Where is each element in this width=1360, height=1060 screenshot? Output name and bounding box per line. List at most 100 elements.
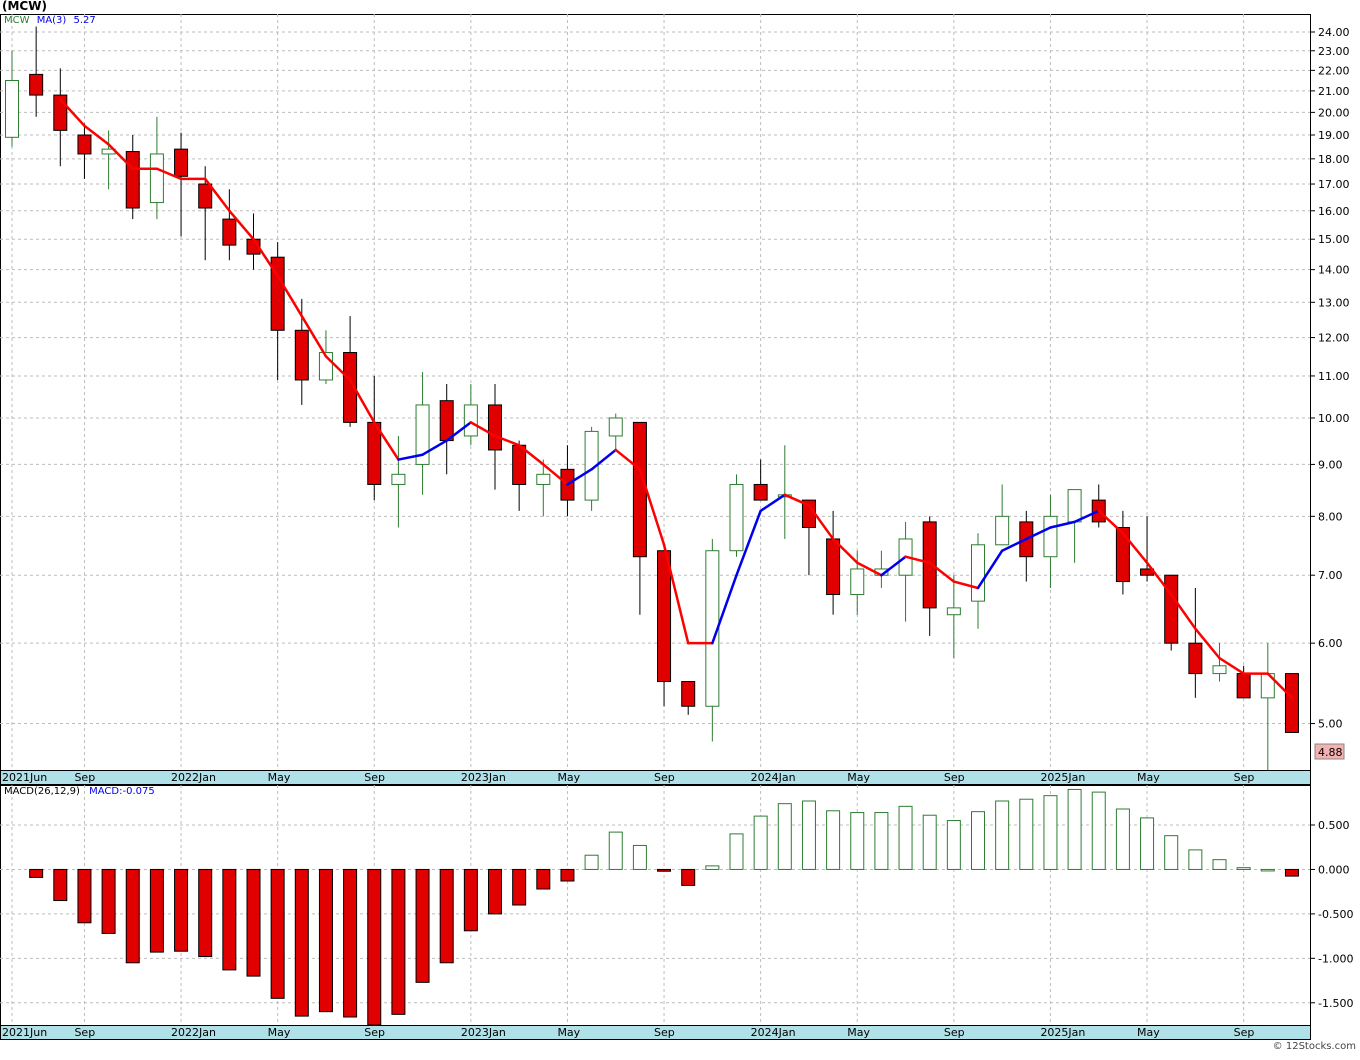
- candle-body: [463, 404, 478, 437]
- ma-segment: [638, 468, 666, 547]
- macd-bar: [1067, 788, 1082, 870]
- macd-bar: [463, 868, 478, 932]
- price-x-label: Sep: [364, 771, 385, 784]
- macd-x-label: Sep: [1234, 1026, 1255, 1039]
- price-y-tick-label: 13.00: [1318, 296, 1350, 309]
- ma-segment: [1145, 561, 1173, 596]
- macd-bar: [101, 868, 116, 934]
- macd-panel: [0, 785, 1311, 1026]
- macd-x-label: 2021Jun: [2, 1026, 47, 1039]
- ma-segment: [1266, 672, 1294, 700]
- macd-bar: [608, 831, 623, 870]
- ma-segment: [783, 493, 811, 507]
- macd-x-label: Sep: [654, 1026, 675, 1039]
- macd-x-label: May: [847, 1026, 870, 1039]
- macd-bar: [1140, 817, 1155, 870]
- ma-segment: [252, 237, 279, 278]
- macd-bar: [270, 868, 285, 999]
- ma-segment: [614, 448, 642, 471]
- legend-ma-value: 5.27: [73, 15, 96, 26]
- price-y-tick-label: 12.00: [1318, 332, 1350, 345]
- candle-body: [971, 544, 985, 602]
- candle-body: [294, 329, 309, 381]
- price-y-tick-label: 15.00: [1318, 233, 1350, 246]
- macd-x-label: 2022Jan: [171, 1026, 216, 1039]
- ma-segment: [1194, 627, 1221, 660]
- candle-body: [367, 421, 382, 485]
- ma-segment: [1073, 509, 1100, 524]
- ma-segment: [976, 549, 1004, 590]
- macd-x-label: 2025Jan: [1040, 1026, 1085, 1039]
- candle-body: [1067, 489, 1082, 523]
- candle-body: [488, 404, 502, 451]
- macd-bar: [367, 868, 382, 1026]
- candle-body: [5, 79, 19, 138]
- ma-segment: [83, 124, 110, 146]
- ma-segment: [711, 573, 738, 645]
- candle-body: [608, 417, 623, 437]
- price-y-tick-label: 7.00: [1318, 569, 1343, 582]
- ma-segment: [493, 434, 521, 447]
- macd-bar: [777, 803, 792, 870]
- macd-bar: [560, 868, 575, 882]
- macd-bar: [1091, 791, 1106, 870]
- ma-segment: [517, 443, 545, 466]
- ma-segment: [348, 378, 376, 424]
- macd-bar: [174, 868, 189, 952]
- macd-bar: [1043, 795, 1058, 870]
- price-x-label: 2022Jan: [171, 771, 216, 784]
- ma-segment: [856, 561, 883, 577]
- macd-bar: [77, 868, 92, 924]
- price-x-label: Sep: [944, 771, 965, 784]
- ma-segment: [59, 98, 86, 128]
- ma-segment: [904, 555, 931, 565]
- macd-bar: [1260, 868, 1275, 872]
- candle-body: [1188, 642, 1203, 675]
- ma-segment: [542, 463, 569, 486]
- macd-x-label: Sep: [944, 1026, 965, 1039]
- macd-x-label: 2024Jan: [751, 1026, 796, 1039]
- price-x-label: 2023Jan: [461, 771, 506, 784]
- ma-segment: [397, 453, 424, 461]
- candle-body: [343, 352, 358, 423]
- ma-segment: [203, 177, 231, 213]
- price-y-tick-label: 19.00: [1318, 129, 1350, 142]
- macd-bar: [898, 805, 913, 870]
- macd-bar: [801, 800, 816, 870]
- macd-histogram: [29, 788, 1299, 1026]
- price-y-tick-label: 9.00: [1318, 458, 1343, 471]
- macd-bar: [874, 812, 889, 870]
- candle-body: [850, 568, 865, 596]
- macd-x-axis-band: [0, 1025, 1311, 1040]
- ma-segment: [1121, 531, 1149, 565]
- ma-segment: [831, 537, 859, 565]
- candle-body: [753, 483, 768, 501]
- candle-body: [77, 134, 92, 155]
- ma-segment: [155, 167, 183, 181]
- macd-x-label: Sep: [74, 1026, 95, 1039]
- macd-bar: [850, 812, 865, 870]
- legend-series-name: MCW: [4, 15, 30, 26]
- price-y-tick-label: 10.00: [1318, 412, 1350, 425]
- macd-y-tick-label: -1.500: [1318, 997, 1353, 1010]
- ma-segment: [228, 209, 255, 241]
- price-y-tick-label: 24.00: [1318, 26, 1350, 39]
- macd-y-axis: -1.500 -1.000 -0.500 0.000 0.500: [1310, 819, 1353, 1010]
- legend-ma-label: MA(3): [36, 15, 67, 26]
- macd-x-axis-labels: 2021Jun Sep 2022Jan May Sep 2023Jan May Sep 2024…: [2, 1026, 1254, 1039]
- price-y-tick-label: 16.00: [1318, 205, 1350, 218]
- price-legend: MCW MA(3) 5.27: [4, 15, 96, 26]
- candle-body: [198, 183, 213, 209]
- candle-body: [1212, 665, 1227, 675]
- candle-body: [657, 550, 672, 683]
- macd-bar: [125, 868, 140, 964]
- ma-segment: [928, 561, 956, 583]
- macd-bar: [222, 868, 237, 971]
- macd-bar: [584, 854, 599, 870]
- macd-bar: [946, 820, 961, 870]
- price-y-tick-label: 11.00: [1318, 370, 1350, 383]
- price-y-tick-label: 18.00: [1318, 153, 1350, 166]
- candle-body: [681, 681, 696, 707]
